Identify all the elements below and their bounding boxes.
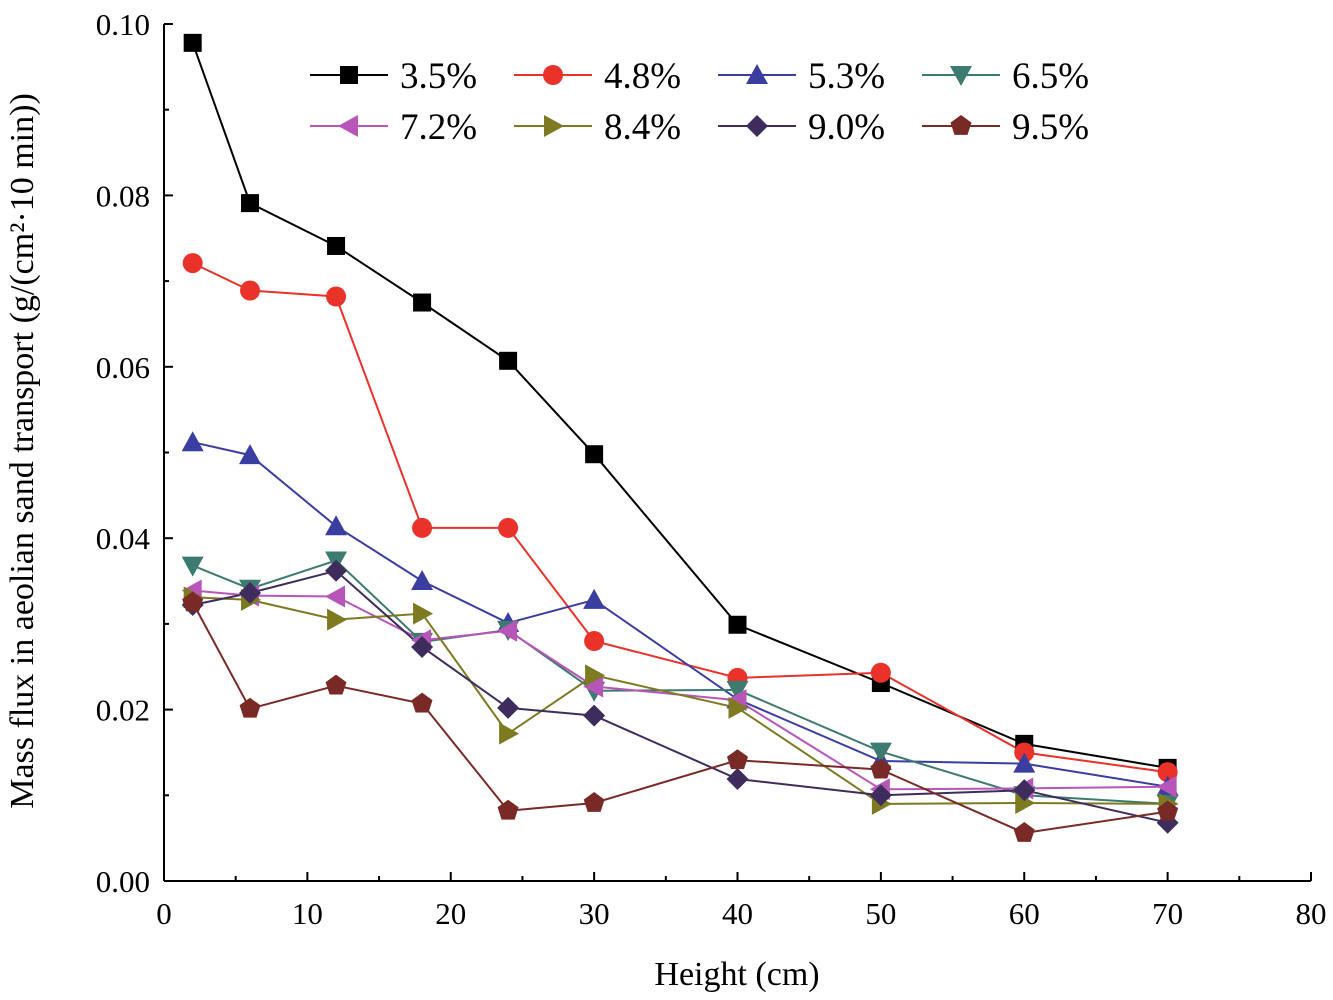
data-point [583,792,605,812]
data-point [869,784,892,807]
data-point [497,619,518,642]
data-point [181,431,204,452]
legend: 3.5% 4.8% 5.3% 6.5% 7.2% 8.4% 9.0% 9.5% [310,56,1089,148]
data-point [1013,752,1036,773]
y-tick-label: 0.04 [96,521,151,556]
legend-label: 4.8% [604,56,681,97]
data-point [1013,779,1036,802]
legend-marker [543,65,563,85]
x-tick-label: 70 [1152,896,1183,931]
data-point [413,293,432,312]
data-point [728,696,749,719]
data-point [1015,792,1036,815]
legend-label: 9.0% [808,107,885,148]
data-point [869,742,892,763]
data-point [727,749,748,770]
x-tick-label: 40 [722,896,753,931]
data-point [327,608,348,631]
legend-label: 8.4% [604,107,681,148]
axes: 0 10 20 30 40 50 60 70 80 0.00 0.02 0.04 0.06 0.08 0.1… [96,7,1327,931]
data-point [726,680,749,701]
data-point [1157,800,1179,821]
y-tick-label: 0.02 [96,693,150,728]
data-point [726,768,749,791]
y-tick-label: 0.00 [96,864,150,899]
legend-marker [340,66,358,84]
data-point [585,445,604,464]
x-tick-label: 20 [435,896,466,931]
series-line-6.5% [192,559,1168,805]
y-tick-label: 0.06 [96,350,150,385]
legend-marker [746,115,768,137]
series-line-7.2% [192,589,1168,791]
data-point [583,588,606,609]
data-point [870,662,891,683]
data-point [325,515,348,536]
data-point [413,602,434,625]
y-axis-title: Mass flux in aeolian sand transport (g/(… [4,93,41,809]
series-markers [181,33,1179,842]
data-point [583,675,604,698]
data-point [584,631,605,652]
series-line-4.8% [192,262,1168,774]
data-point [239,697,261,718]
data-point [325,585,346,608]
legend-label: 9.5% [1012,107,1089,148]
series-lines [191,42,1168,835]
data-point [585,664,606,687]
data-point [870,758,892,779]
series-line-9.0% [192,569,1168,824]
series-line-9.5% [191,602,1168,835]
data-point [498,517,519,538]
data-point [182,591,204,612]
data-point [497,799,519,820]
legend-marker [338,115,358,137]
data-point [241,194,260,213]
data-point [325,674,347,695]
data-point [411,636,434,659]
series-line-8.4% [192,596,1168,805]
x-tick-label: 30 [579,896,610,931]
data-point [240,280,261,301]
data-point [239,444,262,465]
data-point [411,570,434,591]
data-point [1013,822,1035,842]
data-point [239,582,262,605]
legend-marker [544,115,564,137]
data-point [325,559,348,582]
data-point [1157,762,1178,783]
y-tick-label: 0.10 [96,7,150,42]
x-tick-label: 10 [292,896,323,931]
data-point [326,286,347,307]
data-point [412,517,433,538]
data-point [183,33,202,52]
legend-label: 5.3% [808,56,885,97]
data-point [728,615,747,634]
data-point [327,236,346,255]
data-point [411,692,433,713]
data-point [583,704,606,727]
x-axis-title: Height (cm) [654,956,819,993]
data-point [181,556,204,577]
series-line-5.3% [192,441,1168,788]
data-point [499,722,520,745]
data-point [497,696,520,719]
legend-label: 6.5% [1012,56,1089,97]
data-point [1156,775,1177,798]
data-point [182,253,203,274]
data-point [499,351,518,370]
legend-marker [746,64,768,84]
y-tick-label: 0.08 [96,178,150,213]
x-tick-label: 50 [865,896,896,931]
legend-marker [950,66,972,86]
legend-label: 7.2% [400,107,477,148]
legend-marker [950,115,972,135]
data-point [1014,742,1035,763]
legend-label: 3.5% [400,56,477,97]
x-tick-label: 80 [1296,896,1327,931]
x-tick-label: 0 [156,896,172,931]
x-tick-label: 60 [1009,896,1040,931]
